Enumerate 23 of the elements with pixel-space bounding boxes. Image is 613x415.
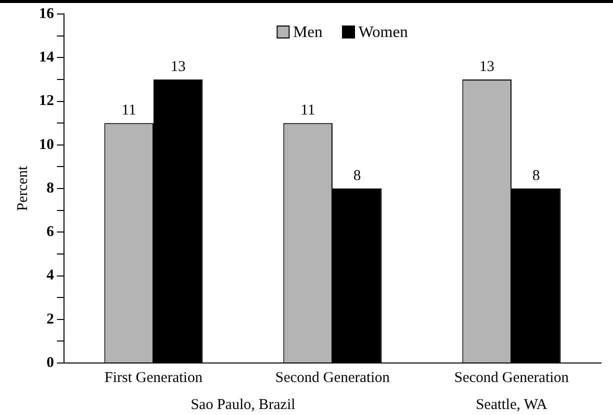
y-tick-label: 6: [46, 224, 54, 240]
y-tick-label: 8: [46, 180, 54, 196]
data-label: 11: [300, 102, 316, 118]
text: Sao Paulo, Brazil: [190, 396, 296, 413]
y-axis-title: Percent: [14, 165, 31, 211]
data-label: 13: [170, 58, 186, 75]
text: Seattle, WA: [476, 396, 548, 413]
data-label: 13: [479, 58, 494, 75]
x-tick-label: First Generation: [104, 370, 203, 386]
legend-label: Men: [293, 24, 322, 42]
data-label: 8: [532, 168, 540, 184]
y-tick-label: 14: [39, 50, 54, 66]
legend-label: Women: [358, 24, 408, 42]
y-tick-label: 16: [39, 6, 54, 22]
y-tick-label: 0: [46, 354, 54, 371]
y-tick-label: 10: [39, 136, 54, 153]
y-tick-label: 4: [46, 268, 54, 284]
x-tick-label: Second Generation: [275, 370, 390, 386]
x-tick-label: Second Generation: [454, 370, 570, 386]
data-label: 8: [353, 168, 361, 184]
data-label: 11: [122, 102, 136, 118]
y-tick-label: 2: [46, 311, 54, 328]
y-tick-label: 12: [39, 93, 54, 110]
